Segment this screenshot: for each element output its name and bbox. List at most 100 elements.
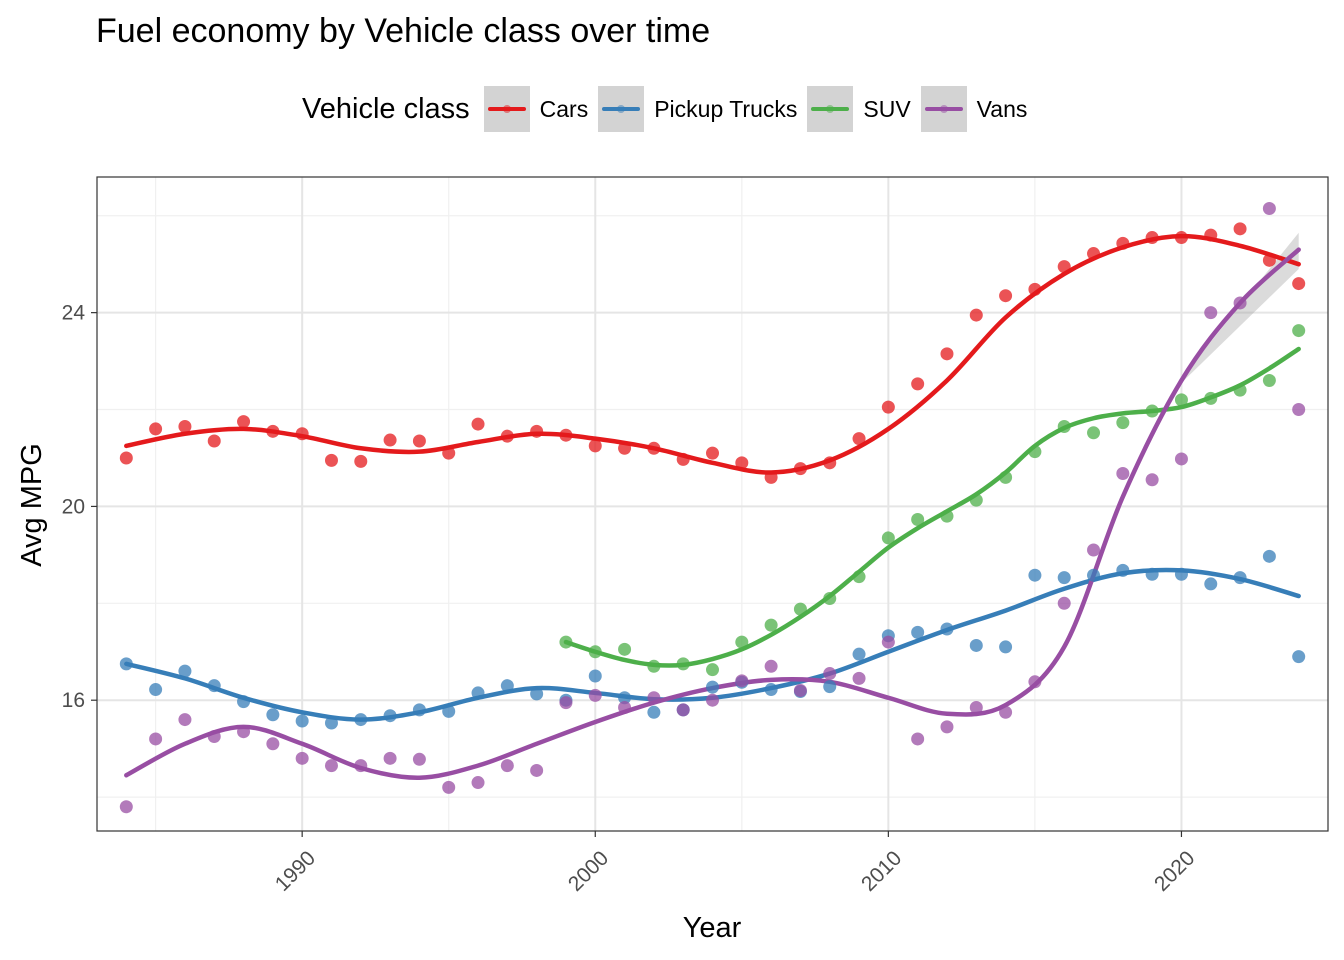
y-tick-label: 16 [62,689,85,712]
point-cars [647,441,661,455]
point-suv [1233,383,1247,397]
point-pickup-trucks [119,657,133,671]
point-vans [1145,473,1159,487]
point-vans [999,705,1013,719]
point-cars [324,453,338,467]
point-cars [149,422,163,436]
point-vans [618,700,632,714]
point-pickup-trucks [530,687,544,701]
point-vans [266,737,280,751]
legend-key-pickup-trucks [598,86,645,132]
point-suv [1028,445,1042,459]
point-vans [530,763,544,777]
point-pickup-trucks [324,716,338,730]
point-vans [1262,201,1276,215]
data-points [119,201,1306,814]
point-cars [940,347,954,361]
point-cars [1028,282,1042,296]
point-vans [1028,675,1042,689]
point-cars [1204,228,1218,242]
point-pickup-trucks [940,622,954,636]
point-suv [1057,419,1071,433]
point-cars [295,427,309,441]
point-vans [764,659,778,673]
point-cars [383,433,397,447]
point-suv [1262,373,1276,387]
point-cars [706,446,719,460]
point-pickup-trucks [207,679,221,693]
point-suv [706,663,719,677]
legend-label-suv: SUV [863,95,911,122]
point-cars [207,434,221,448]
point-vans [1204,306,1218,320]
point-vans [1116,466,1130,480]
y-axis-title: Avg MPG [16,443,48,567]
point-cars [500,429,514,443]
point-suv [911,513,925,527]
point-vans [823,667,837,681]
y-tick-label: 20 [62,495,85,518]
point-cars [881,400,895,414]
point-cars [1292,277,1306,291]
legend-title: Vehicle class [302,92,470,125]
point-suv [618,642,632,656]
point-suv [823,591,837,605]
point-vans [237,725,251,739]
point-vans [119,800,133,814]
point-vans [383,751,397,765]
point-suv [852,570,866,584]
point-suv [559,635,573,649]
x-axis-title: Year [683,912,742,944]
point-cars [559,428,573,442]
x-tick-label: 1990 [271,847,320,896]
point-vans [559,696,573,710]
point-vans [500,759,514,773]
point-suv [940,509,954,523]
point-pickup-trucks [295,714,309,728]
point-vans [471,776,485,790]
point-cars [1116,236,1130,250]
point-cars [530,424,544,438]
legend-item-vans: Vans [920,86,1028,132]
x-tick-label: 2020 [1150,847,1199,896]
point-pickup-trucks [764,683,778,697]
point-pickup-trucks [266,708,280,722]
point-cars [618,441,632,455]
point-pickup-trucks [911,625,925,639]
point-vans [588,688,602,702]
point-cars [442,446,456,460]
legend-label-vans: Vans [976,95,1028,122]
point-cars [1087,247,1101,261]
point-pickup-trucks [1145,567,1159,581]
point-vans [940,720,954,734]
point-pickup-trucks [237,695,251,709]
point-vans [324,759,338,773]
point-pickup-trucks [1233,571,1247,585]
point-pickup-trucks [1028,568,1042,582]
point-cars [1233,222,1247,236]
point-pickup-trucks [412,703,426,717]
point-pickup-trucks [999,640,1013,654]
x-tick-label: 2010 [857,847,906,896]
point-cars [735,456,749,470]
point-vans [676,703,690,717]
point-vans [1233,296,1247,310]
point-suv [1174,393,1188,407]
chart-title: Fuel economy by Vehicle class over time [96,12,711,50]
point-suv [647,659,661,673]
point-suv [969,493,983,507]
legend-label-pickup-trucks: Pickup Trucks [654,95,798,122]
point-vans [706,693,719,707]
point-cars [1057,260,1071,274]
point-cars [999,289,1013,303]
point-pickup-trucks [706,680,719,694]
plot-panel [97,177,1328,831]
point-pickup-trucks [149,683,163,697]
point-suv [1116,416,1130,430]
point-pickup-trucks [1204,577,1218,591]
point-vans [852,671,866,685]
point-cars [676,452,690,466]
point-vans [1174,452,1188,466]
point-vans [412,752,426,766]
point-vans [969,700,983,714]
